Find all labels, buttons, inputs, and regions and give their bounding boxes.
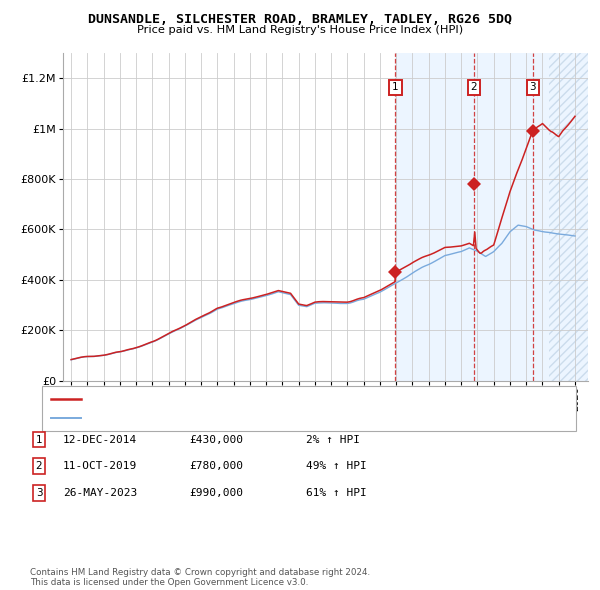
- Text: £780,000: £780,000: [189, 461, 243, 471]
- Bar: [395, 53, 550, 381]
- Bar: [550, 53, 588, 381]
- Text: Price paid vs. HM Land Registry's House Price Index (HPI): Price paid vs. HM Land Registry's House …: [137, 25, 463, 35]
- Text: 2: 2: [470, 83, 477, 93]
- Text: 3: 3: [35, 488, 43, 497]
- Text: £990,000: £990,000: [189, 488, 243, 497]
- Text: 26-MAY-2023: 26-MAY-2023: [63, 488, 137, 497]
- Text: 11-OCT-2019: 11-OCT-2019: [63, 461, 137, 471]
- Text: HPI: Average price, detached house, Basingstoke and Deane: HPI: Average price, detached house, Basi…: [87, 414, 383, 423]
- Text: £430,000: £430,000: [189, 435, 243, 444]
- Text: 1: 1: [392, 83, 399, 93]
- Text: 2% ↑ HPI: 2% ↑ HPI: [306, 435, 360, 444]
- Text: 3: 3: [529, 83, 536, 93]
- Text: DUNSANDLE, SILCHESTER ROAD, BRAMLEY, TADLEY, RG26 5DQ (detached house): DUNSANDLE, SILCHESTER ROAD, BRAMLEY, TAD…: [87, 394, 488, 404]
- Text: 49% ↑ HPI: 49% ↑ HPI: [306, 461, 367, 471]
- Text: Contains HM Land Registry data © Crown copyright and database right 2024.
This d: Contains HM Land Registry data © Crown c…: [30, 568, 370, 587]
- Text: DUNSANDLE, SILCHESTER ROAD, BRAMLEY, TADLEY, RG26 5DQ: DUNSANDLE, SILCHESTER ROAD, BRAMLEY, TAD…: [88, 13, 512, 26]
- Text: 2: 2: [35, 461, 43, 471]
- Text: 12-DEC-2014: 12-DEC-2014: [63, 435, 137, 444]
- Text: 61% ↑ HPI: 61% ↑ HPI: [306, 488, 367, 497]
- Text: 1: 1: [35, 435, 43, 444]
